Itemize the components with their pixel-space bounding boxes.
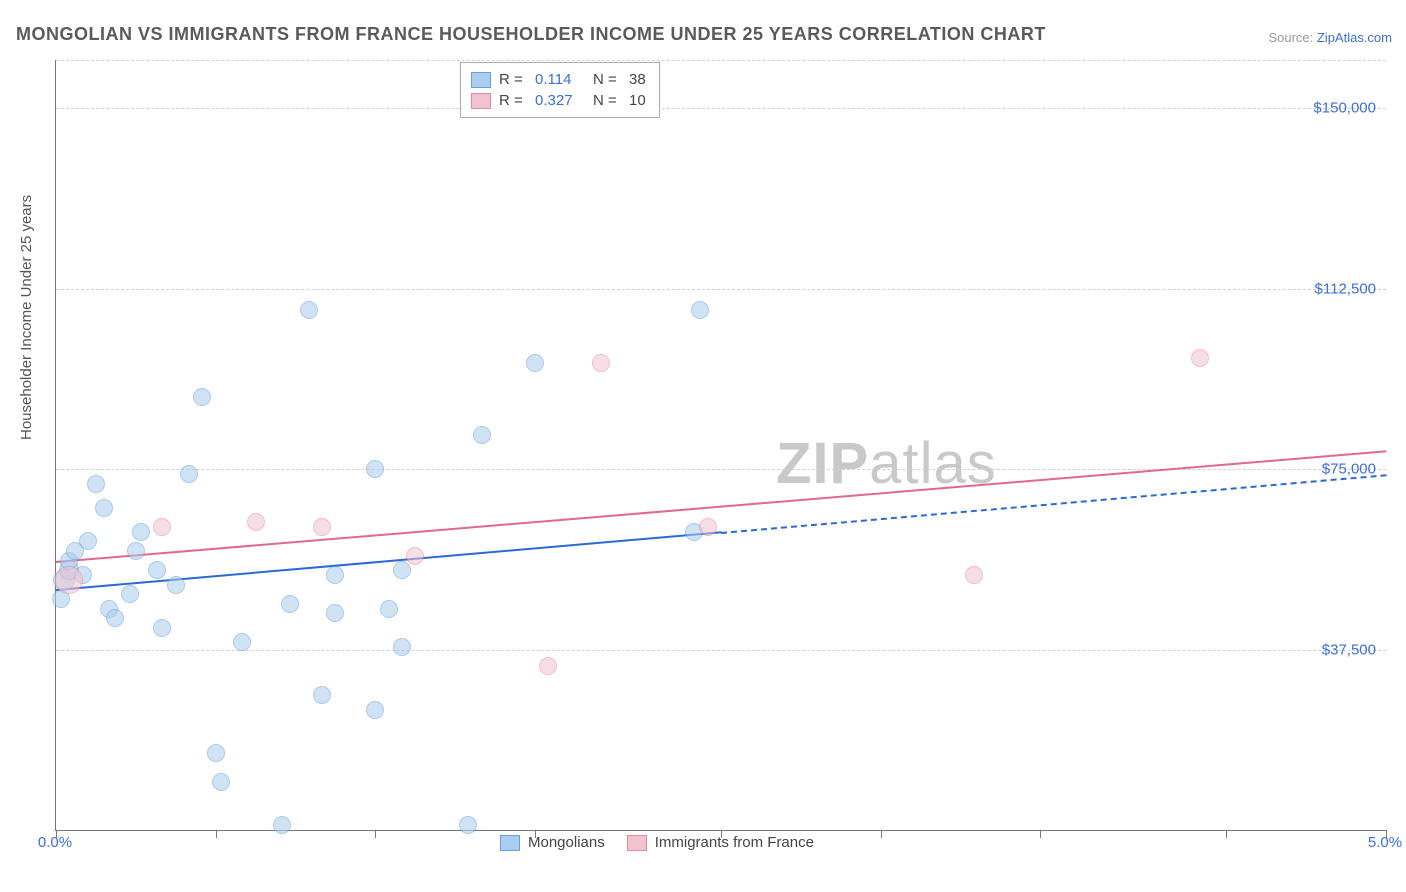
- legend-swatch: [471, 72, 491, 88]
- data-point: [473, 426, 491, 444]
- data-point: [393, 561, 411, 579]
- data-point: [212, 773, 230, 791]
- legend-item: Immigrants from France: [627, 834, 814, 851]
- legend-n-label: N =: [593, 71, 621, 88]
- legend-row: R = 0.327 N = 10: [471, 90, 649, 111]
- data-point: [79, 532, 97, 550]
- source-prefix: Source:: [1268, 30, 1316, 45]
- data-point: [153, 518, 171, 536]
- trend-line: [56, 450, 1386, 563]
- x-tick-label: 5.0%: [1368, 834, 1402, 851]
- y-tick-label: $112,500: [1315, 280, 1376, 297]
- data-point: [691, 301, 709, 319]
- data-point: [87, 475, 105, 493]
- data-point: [106, 609, 124, 627]
- data-point: [95, 499, 113, 517]
- data-point: [380, 600, 398, 618]
- data-point: [526, 354, 544, 372]
- data-point: [313, 686, 331, 704]
- x-tick: [216, 830, 217, 838]
- grid-line: [56, 60, 1386, 61]
- data-point: [300, 301, 318, 319]
- legend-swatch: [471, 93, 491, 109]
- x-tick: [1226, 830, 1227, 838]
- legend-correlation-box: R = 0.114 N = 38 R = 0.327 N = 10: [460, 62, 660, 118]
- data-point: [313, 518, 331, 536]
- data-point: [699, 518, 717, 536]
- x-tick: [375, 830, 376, 838]
- chart-title: MONGOLIAN VS IMMIGRANTS FROM FRANCE HOUS…: [16, 24, 1046, 45]
- legend-row: R = 0.114 N = 38: [471, 69, 649, 90]
- data-point: [55, 566, 83, 594]
- legend-r-value: 0.327: [535, 92, 585, 109]
- data-point: [366, 460, 384, 478]
- grid-line: [56, 289, 1386, 290]
- data-point: [247, 513, 265, 531]
- chart-plot-area: ZIPatlas $37,500$75,000$112,500$150,000: [55, 60, 1386, 831]
- data-point: [326, 566, 344, 584]
- grid-line: [56, 108, 1386, 109]
- legend-swatch: [500, 835, 520, 851]
- legend-series-name: Immigrants from France: [655, 834, 814, 851]
- data-point: [366, 701, 384, 719]
- data-point: [406, 547, 424, 565]
- legend-swatch: [627, 835, 647, 851]
- legend-r-value: 0.114: [535, 71, 585, 88]
- data-point: [127, 542, 145, 560]
- data-point: [1191, 349, 1209, 367]
- grid-line: [56, 650, 1386, 651]
- legend-n-label: N =: [593, 92, 621, 109]
- source-attribution: Source: ZipAtlas.com: [1268, 30, 1392, 45]
- y-tick-label: $150,000: [1313, 100, 1376, 117]
- legend-series: Mongolians Immigrants from France: [500, 834, 814, 851]
- x-tick: [1040, 830, 1041, 838]
- y-axis-label: Householder Income Under 25 years: [18, 195, 35, 440]
- data-point: [207, 744, 225, 762]
- legend-item: Mongolians: [500, 834, 605, 851]
- legend-n-value: 10: [629, 92, 649, 109]
- data-point: [965, 566, 983, 584]
- data-point: [592, 354, 610, 372]
- data-point: [459, 816, 477, 834]
- x-tick: [881, 830, 882, 838]
- grid-line: [56, 469, 1386, 470]
- data-point: [121, 585, 139, 603]
- x-tick-label: 0.0%: [38, 834, 72, 851]
- data-point: [326, 604, 344, 622]
- data-point: [148, 561, 166, 579]
- source-link[interactable]: ZipAtlas.com: [1317, 30, 1392, 45]
- legend-r-label: R =: [499, 71, 527, 88]
- legend-n-value: 38: [629, 71, 649, 88]
- data-point: [167, 576, 185, 594]
- data-point: [393, 638, 411, 656]
- y-tick-label: $37,500: [1322, 641, 1376, 658]
- legend-r-label: R =: [499, 92, 527, 109]
- data-point: [193, 388, 211, 406]
- data-point: [281, 595, 299, 613]
- watermark-bold: ZIP: [776, 431, 869, 496]
- data-point: [273, 816, 291, 834]
- data-point: [180, 465, 198, 483]
- data-point: [539, 657, 557, 675]
- data-point: [153, 619, 171, 637]
- data-point: [132, 523, 150, 541]
- data-point: [233, 633, 251, 651]
- legend-series-name: Mongolians: [528, 834, 605, 851]
